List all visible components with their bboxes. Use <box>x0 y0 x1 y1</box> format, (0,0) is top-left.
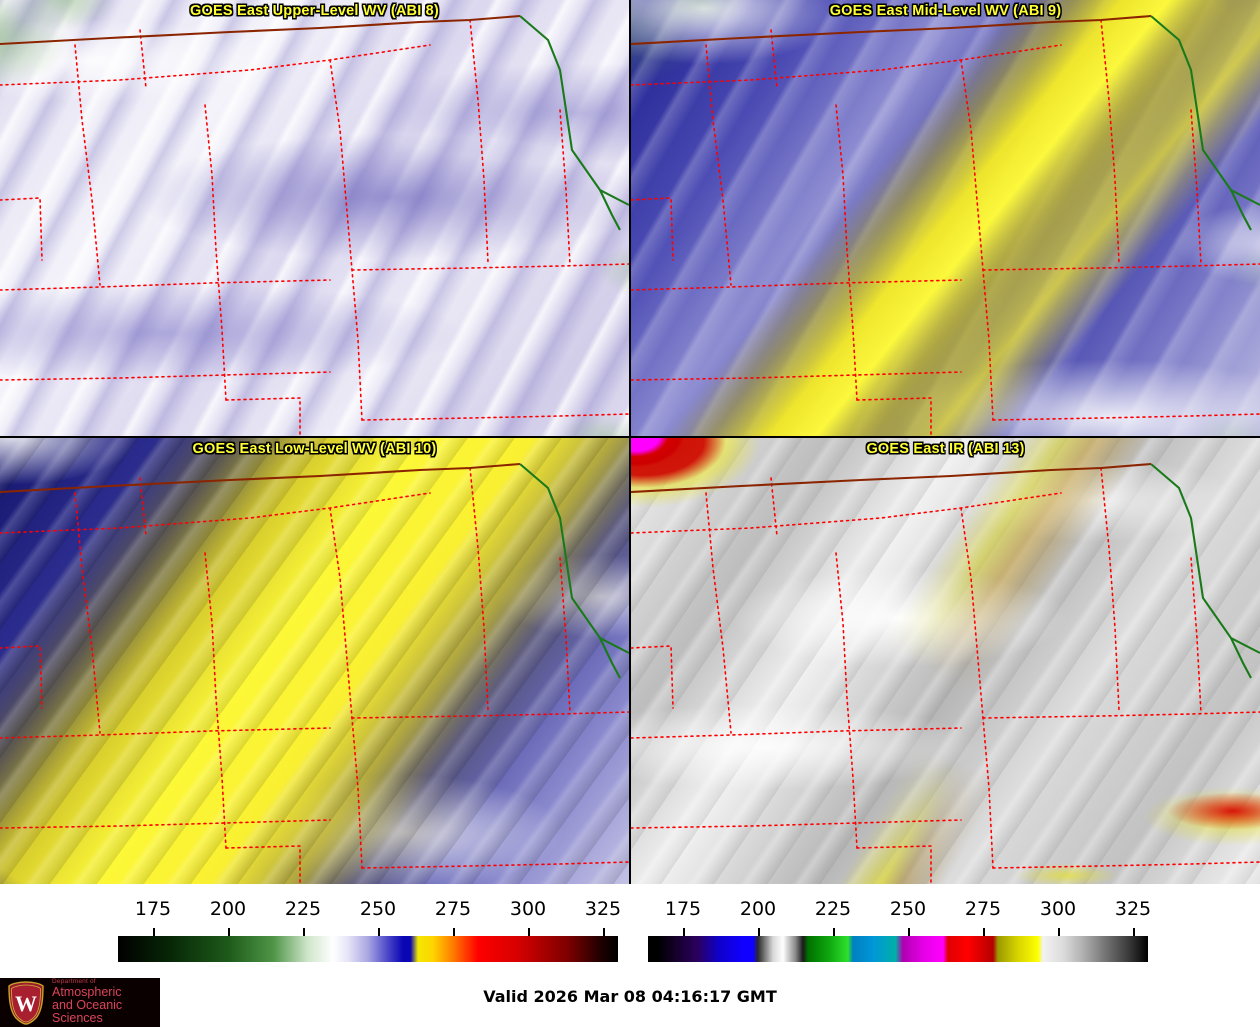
panel-title-ir: GOES East IR (ABI 13) <box>866 441 1025 457</box>
colorbar-ir-tickmark <box>1133 928 1135 936</box>
colorbar-ir-ticklabel: 200 <box>739 898 777 920</box>
colorbar-wv-ticklabel: 225 <box>284 898 322 920</box>
colorbar-ir-tickmark <box>683 928 685 936</box>
colorbar-wv-ticklabel: 250 <box>359 898 397 920</box>
satellite-image-ir <box>631 438 1260 884</box>
svg-text:W: W <box>15 991 37 1016</box>
satellite-image-upper-level-wv <box>0 0 629 436</box>
colorbar-ir-ticklabels: 175 200 225 250 275 300 325 <box>648 898 1152 928</box>
panel-ir[interactable]: GOES East IR (ABI 13) <box>631 438 1260 884</box>
logo-line-2: and Oceanic Sciences <box>52 998 123 1026</box>
colorbar-wv-gradient <box>118 936 618 962</box>
panel-mid-level-wv[interactable]: GOES East Mid-Level WV (ABI 9) <box>631 0 1260 436</box>
colorbar-wv-ticklabels: 175 200 225 250 275 300 325 <box>118 898 622 928</box>
colorbar-section: 175 200 225 250 275 300 325 175 200 225 250 275 300… <box>0 884 1260 974</box>
colorbar-wv-tickmark <box>528 928 530 936</box>
panel-title-low-level-wv: GOES East Low-Level WV (ABI 10) <box>192 441 437 457</box>
uw-crest-icon: W <box>8 980 44 1025</box>
panel-low-level-wv[interactable]: GOES East Low-Level WV (ABI 10) <box>0 438 629 884</box>
colorbar-wv-tickmark <box>228 928 230 936</box>
logo-line-1: Atmospheric <box>52 985 122 1000</box>
panel-grid: GOES East Upper-Level WV (ABI 8) <box>0 0 1260 884</box>
colorbar-wv-tickmarks <box>118 928 618 936</box>
colorbar-ir-ticklabel: 300 <box>1039 898 1077 920</box>
valid-time-text: Valid 2026 Mar 08 04:16:17 GMT <box>483 987 777 1006</box>
colorbar-wv-tickmark <box>303 928 305 936</box>
panel-title-mid-level-wv: GOES East Mid-Level WV (ABI 9) <box>829 3 1062 19</box>
colorbar-wv-tickmark <box>603 928 605 936</box>
colorbar-ir-ticklabel: 175 <box>664 898 702 920</box>
colorbar-ir-tickmark <box>1058 928 1060 936</box>
panel-title-upper-level-wv: GOES East Upper-Level WV (ABI 8) <box>190 3 439 19</box>
colorbar-ir-ticklabel: 250 <box>889 898 927 920</box>
colorbar-ir-tickmark <box>983 928 985 936</box>
colorbar-wv-ticklabel: 300 <box>509 898 547 920</box>
uw-aos-logo[interactable]: W Department of Atmospheric and Oceanic … <box>0 978 160 1027</box>
satellite-image-low-level-wv <box>0 438 629 884</box>
colorbar-ir-gradient <box>648 936 1148 962</box>
logo-department-line: Department of <box>52 978 96 986</box>
colorbar-wv-tickmark <box>153 928 155 936</box>
colorbar-wv-ticklabel: 175 <box>134 898 172 920</box>
panel-upper-level-wv[interactable]: GOES East Upper-Level WV (ABI 8) <box>0 0 629 436</box>
colorbar-wv-tickmark <box>453 928 455 936</box>
colorbar-ir-ticklabel: 275 <box>964 898 1002 920</box>
uw-aos-logo-text: Department of Atmospheric and Oceanic Sc… <box>52 978 160 1026</box>
colorbar-wv-tickmark <box>378 928 380 936</box>
colorbar-wv: 175 200 225 250 275 300 325 <box>118 884 622 974</box>
colorbar-ir-tickmark <box>758 928 760 936</box>
footer: W Department of Atmospheric and Oceanic … <box>0 974 1260 1027</box>
colorbar-ir-ticklabel: 225 <box>814 898 852 920</box>
satellite-image-mid-level-wv <box>631 0 1260 436</box>
colorbar-wv-ticklabel: 200 <box>209 898 247 920</box>
colorbar-wv-ticklabel: 325 <box>584 898 622 920</box>
colorbar-wv-ticklabel: 275 <box>434 898 472 920</box>
colorbar-ir: 175 200 225 250 275 300 325 <box>648 884 1152 974</box>
colorbar-ir-tickmarks <box>648 928 1148 936</box>
colorbar-ir-tickmark <box>908 928 910 936</box>
colorbar-ir-tickmark <box>833 928 835 936</box>
colorbar-ir-ticklabel: 325 <box>1114 898 1152 920</box>
